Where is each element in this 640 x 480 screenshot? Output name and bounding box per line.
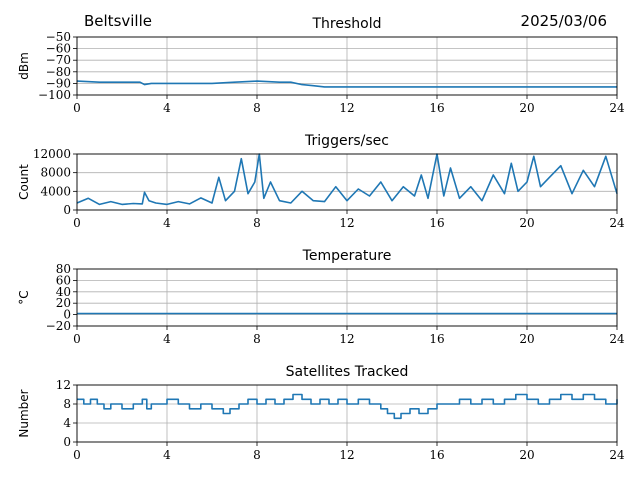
- x-tick-label: 16: [429, 332, 444, 346]
- x-tick-label: 4: [163, 216, 171, 230]
- axes-frame: [76, 153, 618, 211]
- y-tick-label: −70: [46, 53, 71, 67]
- x-tick-label: 8: [253, 332, 261, 346]
- x-tick-label: 0: [73, 332, 81, 346]
- axes-frame: [76, 384, 618, 443]
- y-tick-label: 20: [56, 296, 71, 310]
- x-tick-label: 8: [253, 101, 261, 115]
- x-tick-label: 12: [339, 216, 354, 230]
- x-tick-label: 24: [609, 448, 625, 462]
- x-tick-label: 8: [253, 448, 261, 462]
- x-tick-label: 0: [73, 216, 81, 230]
- series-line: [76, 80, 617, 88]
- y-tick-label: 12: [56, 378, 71, 392]
- x-tick-label: 4: [163, 332, 171, 346]
- x-tick-label: 4: [163, 448, 171, 462]
- chart-title: Triggers/sec: [304, 133, 389, 149]
- series-line: [76, 153, 618, 206]
- x-tick-label: 12: [339, 448, 354, 462]
- x-tick-label: 20: [519, 101, 534, 115]
- x-tick-label: 16: [429, 216, 444, 230]
- y-tick-label: 0: [63, 435, 71, 449]
- x-tick-label: 20: [519, 332, 534, 346]
- y-tick-label: −100: [38, 88, 71, 102]
- y-tick-label: −80: [46, 65, 71, 79]
- axes-frame: [76, 36, 618, 96]
- y-tick-label: 8000: [40, 166, 71, 180]
- y-tick-label: 8: [63, 397, 71, 411]
- x-tick-label: 4: [163, 101, 171, 115]
- x-tick-label: 12: [339, 101, 354, 115]
- x-tick-label: 0: [73, 448, 81, 462]
- x-tick-label: 24: [609, 216, 625, 230]
- y-tick-label: 60: [56, 273, 71, 287]
- x-tick-label: 16: [429, 448, 444, 462]
- y-tick-label: −50: [46, 30, 71, 44]
- panel-threshold: 0 4 8 12 16 20 24 −100−90−80−70−60−50 Threshold d…: [17, 16, 625, 115]
- y-tick-label: 40: [56, 285, 71, 299]
- header-date: 2025/03/06: [520, 12, 607, 30]
- y-tick-label: 4000: [40, 184, 71, 198]
- x-tick-label: 24: [609, 332, 625, 346]
- x-tick-label: 24: [609, 101, 625, 115]
- y-tick-label: 0: [63, 308, 71, 322]
- x-tick-label: 20: [519, 448, 534, 462]
- x-tick-label: 0: [73, 101, 81, 115]
- y-tick-label: −20: [46, 319, 71, 333]
- x-tick-label: 16: [429, 101, 444, 115]
- panel-satellites: 0 4 8 12 16 20 24 0 4 8 12 Satellites Tracked Number: [17, 364, 625, 462]
- header-location: Beltsville: [84, 12, 152, 30]
- y-tick-label: 80: [56, 262, 71, 276]
- y-axis-label: Count: [17, 164, 31, 200]
- y-tick-label: −60: [46, 42, 71, 56]
- x-tick-label: 12: [339, 332, 354, 346]
- chart-title: Satellites Tracked: [286, 364, 409, 380]
- y-axis-label: Number: [17, 389, 31, 437]
- y-tick-label: 12000: [33, 147, 71, 161]
- y-axis-label: °C: [17, 290, 31, 304]
- axes-frame: [76, 268, 618, 327]
- panel-triggers: 0 4 8 12 16 20 24 0 4000 8000 12000 Triggers/sec Cou…: [17, 133, 625, 230]
- chart-title: Threshold: [312, 16, 382, 32]
- y-tick-label: 4: [63, 416, 71, 430]
- x-tick-label: 8: [253, 216, 261, 230]
- x-tick-label: 20: [519, 216, 534, 230]
- chart-title: Temperature: [302, 248, 392, 264]
- y-axis-label: dBm: [17, 52, 31, 80]
- y-tick-label: 0: [63, 203, 71, 217]
- y-tick-label: −90: [46, 76, 71, 90]
- series-line: [77, 393, 618, 420]
